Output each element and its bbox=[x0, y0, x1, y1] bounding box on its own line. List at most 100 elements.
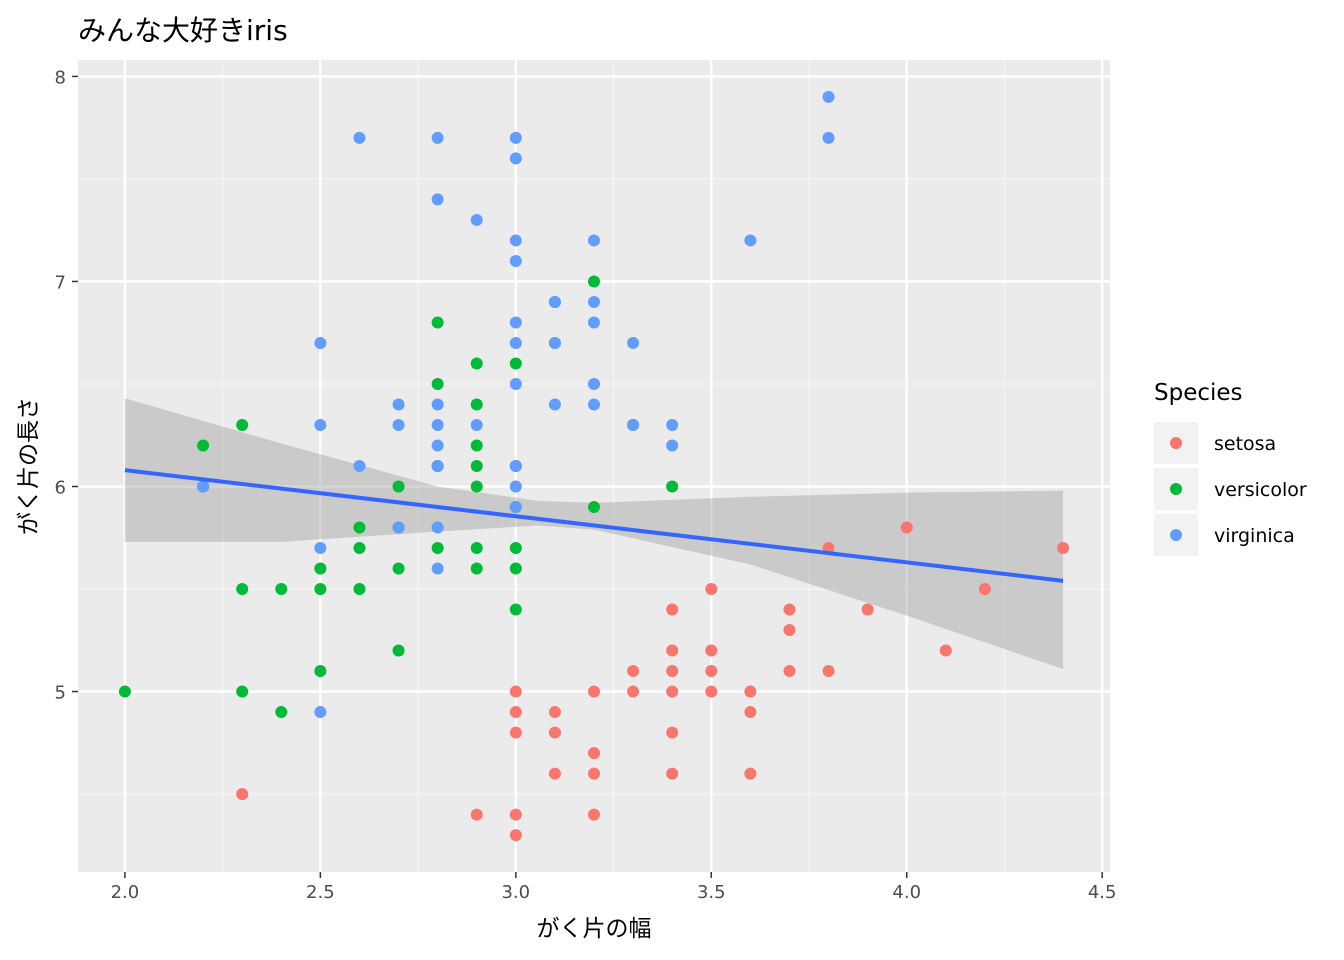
point-versicolor bbox=[236, 685, 249, 698]
data-points bbox=[118, 90, 1070, 842]
point-versicolor bbox=[470, 460, 483, 472]
point-versicolor bbox=[588, 275, 600, 288]
point-virginica bbox=[627, 418, 640, 431]
point-setosa bbox=[509, 808, 522, 821]
point-setosa bbox=[705, 685, 718, 698]
x-tick-label: 3.0 bbox=[501, 882, 530, 903]
point-virginica bbox=[509, 460, 522, 472]
point-versicolor bbox=[666, 480, 679, 493]
point-virginica bbox=[548, 336, 561, 349]
point-virginica bbox=[509, 152, 522, 165]
point-virginica bbox=[588, 234, 600, 247]
point-setosa bbox=[705, 644, 718, 657]
point-versicolor bbox=[236, 583, 249, 596]
point-versicolor bbox=[470, 562, 483, 575]
legend-label-virginica: virginica bbox=[1214, 525, 1295, 547]
point-virginica bbox=[744, 234, 757, 247]
point-virginica bbox=[431, 460, 444, 472]
point-versicolor bbox=[353, 521, 366, 534]
y-tick-label: 8 bbox=[55, 67, 66, 88]
point-virginica bbox=[470, 213, 483, 226]
point-versicolor bbox=[470, 398, 483, 411]
y-axis-title: がく片の長さ bbox=[16, 397, 42, 535]
x-tick-label: 3.5 bbox=[697, 882, 726, 903]
point-setosa bbox=[978, 583, 991, 596]
point-virginica bbox=[314, 418, 327, 431]
point-setosa bbox=[509, 726, 522, 739]
point-versicolor bbox=[314, 665, 327, 678]
point-virginica bbox=[353, 460, 366, 472]
point-versicolor bbox=[392, 644, 405, 657]
point-virginica bbox=[431, 131, 444, 144]
point-virginica bbox=[314, 542, 327, 555]
point-setosa bbox=[666, 767, 679, 780]
point-setosa bbox=[588, 747, 600, 760]
point-virginica bbox=[548, 295, 561, 308]
point-versicolor bbox=[431, 542, 444, 555]
point-virginica bbox=[588, 295, 600, 308]
point-versicolor bbox=[470, 439, 483, 452]
point-virginica bbox=[588, 377, 600, 390]
x-tick-label: 4.0 bbox=[892, 882, 921, 903]
point-versicolor bbox=[431, 316, 444, 329]
x-tick-label: 2.0 bbox=[111, 882, 140, 903]
point-virginica bbox=[431, 439, 444, 452]
legend-label-versicolor: versicolor bbox=[1214, 479, 1307, 501]
point-setosa bbox=[548, 767, 561, 780]
legend-key-virginica bbox=[1170, 529, 1182, 541]
point-virginica bbox=[588, 316, 600, 329]
point-virginica bbox=[822, 131, 835, 144]
point-versicolor bbox=[431, 377, 444, 390]
point-virginica bbox=[314, 706, 327, 719]
point-setosa bbox=[666, 726, 679, 739]
point-virginica bbox=[431, 398, 444, 411]
point-versicolor bbox=[392, 480, 405, 493]
point-setosa bbox=[666, 665, 679, 678]
point-setosa bbox=[509, 685, 522, 698]
point-virginica bbox=[548, 398, 561, 411]
point-setosa bbox=[666, 644, 679, 657]
point-setosa bbox=[861, 603, 874, 616]
point-setosa bbox=[822, 665, 835, 678]
point-setosa bbox=[1057, 542, 1070, 555]
point-versicolor bbox=[392, 562, 405, 575]
point-setosa bbox=[783, 624, 796, 637]
point-setosa bbox=[705, 665, 718, 678]
x-axis: 2.0 2.5 3.0 3.5 4.0 4.5 bbox=[111, 872, 1117, 903]
point-setosa bbox=[705, 583, 718, 596]
point-setosa bbox=[509, 706, 522, 719]
x-axis-title: がく片の幅 bbox=[537, 916, 652, 942]
point-setosa bbox=[744, 706, 757, 719]
point-setosa bbox=[744, 685, 757, 698]
point-virginica bbox=[392, 418, 405, 431]
point-setosa bbox=[627, 665, 640, 678]
point-versicolor bbox=[314, 562, 327, 575]
point-versicolor bbox=[470, 357, 483, 370]
point-setosa bbox=[236, 788, 249, 801]
point-virginica bbox=[666, 439, 679, 452]
point-versicolor bbox=[197, 439, 210, 452]
trend-line-layer bbox=[124, 468, 1064, 583]
grid-lines bbox=[78, 60, 1110, 872]
point-versicolor bbox=[588, 501, 600, 514]
point-virginica bbox=[431, 562, 444, 575]
point-versicolor bbox=[470, 542, 483, 555]
point-versicolor bbox=[275, 583, 288, 596]
plot-panel bbox=[78, 60, 1110, 872]
point-versicolor bbox=[509, 603, 522, 616]
point-versicolor bbox=[118, 685, 131, 698]
legend-label-setosa: setosa bbox=[1214, 433, 1276, 455]
legend: Species setosa versicolor virginica bbox=[1154, 380, 1307, 556]
point-setosa bbox=[744, 767, 757, 780]
point-virginica bbox=[353, 131, 366, 144]
point-setosa bbox=[548, 706, 561, 719]
x-tick-label: 4.5 bbox=[1088, 882, 1117, 903]
point-virginica bbox=[509, 480, 522, 493]
point-versicolor bbox=[314, 583, 327, 596]
legend-key-versicolor bbox=[1170, 483, 1182, 495]
point-virginica bbox=[392, 521, 405, 534]
point-setosa bbox=[666, 685, 679, 698]
point-setosa bbox=[939, 644, 952, 657]
point-virginica bbox=[666, 418, 679, 431]
